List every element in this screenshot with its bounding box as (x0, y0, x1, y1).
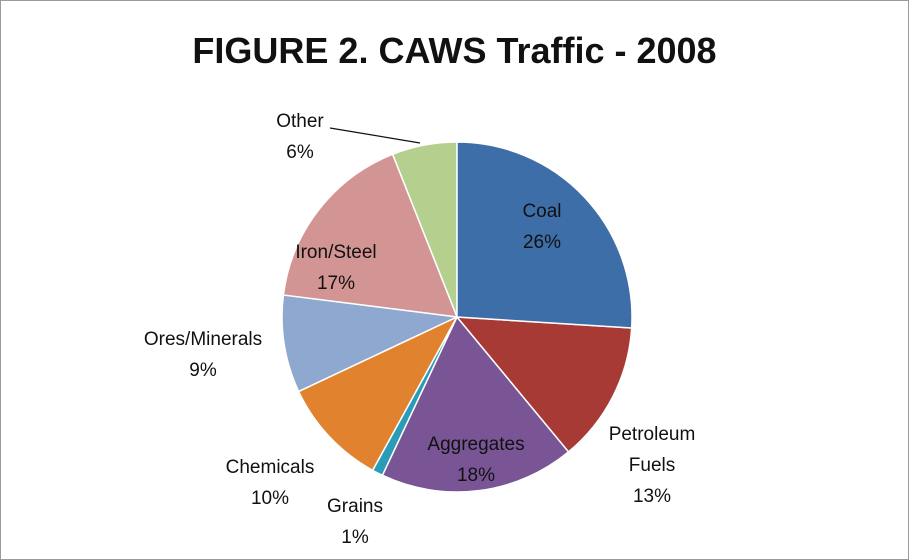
value-label: 26% (522, 232, 562, 253)
slice-label: Petroleum Fuels 13% (597, 419, 707, 512)
chart-title: FIGURE 2. CAWS Traffic - 2008 (192, 30, 717, 71)
pie-slice (455, 316, 633, 453)
value-label: 6% (286, 142, 314, 163)
pie-slice (297, 315, 459, 472)
value-label: 18% (456, 465, 496, 486)
value-label: 1% (341, 527, 369, 548)
leader-line (329, 127, 421, 144)
category-label: Aggregates (427, 434, 525, 455)
category-label: Chemicals (225, 457, 315, 478)
value-label: 10% (250, 488, 290, 509)
pie-slice (381, 315, 570, 493)
slice-label: Ores/Minerals 9% (123, 324, 283, 386)
value-label: 9% (189, 360, 217, 381)
slice-label: Grains 1% (305, 491, 405, 553)
value-label: 13% (632, 486, 672, 507)
slice-label: Chemicals 10% (200, 452, 340, 514)
category-label: Grains (327, 496, 383, 517)
pie-slice (282, 153, 459, 318)
value-label: 17% (316, 273, 356, 294)
category-label: Ores/Minerals (143, 329, 263, 350)
slice-label: Other 6% (250, 106, 350, 168)
category-label: Coal (522, 201, 562, 222)
slice-label: Iron/Steel 17% (276, 237, 396, 299)
category-label: Petroleum Fuels (608, 424, 696, 476)
slice-label: Aggregates 18% (406, 429, 546, 491)
category-label: Other (276, 111, 324, 132)
slice-label: Coal 26% (482, 196, 602, 258)
pie-slice (456, 141, 633, 329)
pie-slice (281, 294, 460, 393)
category-label: Iron/Steel (295, 242, 377, 263)
